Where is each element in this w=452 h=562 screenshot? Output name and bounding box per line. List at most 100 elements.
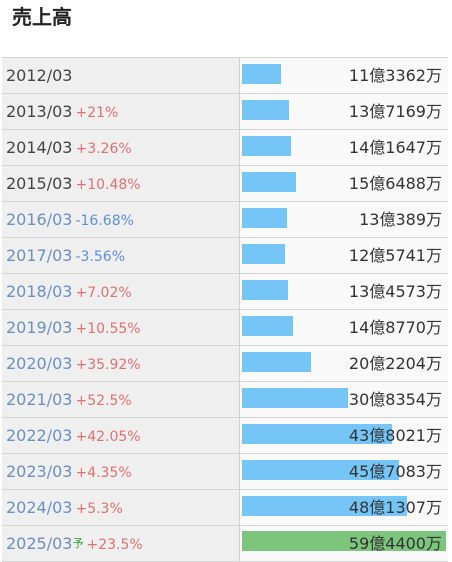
year-cell: 2024/03 +5.3% [2, 490, 240, 525]
change-percent: -3.56% [75, 249, 125, 265]
sales-value: 20億2204万 [348, 354, 442, 373]
year-cell: 2020/03 +35.92% [2, 346, 240, 381]
change-percent: +10.55% [75, 321, 141, 337]
value-bar [242, 100, 289, 120]
value-bar [242, 280, 288, 300]
year-cell: 2013/03 +21% [2, 94, 240, 129]
change-percent: -16.68% [75, 213, 134, 229]
forecast-bar [242, 531, 446, 551]
value-bar [242, 352, 311, 372]
value-bar [242, 460, 399, 480]
table-row: 2012/03 11億3362万 [2, 58, 448, 94]
fiscal-year-label[interactable]: 2020/03 [6, 354, 73, 373]
year-cell: 2022/03 +42.05% [2, 418, 240, 453]
change-percent: +42.05% [75, 429, 141, 445]
table-row: 2016/03 -16.68% 13億389万 [2, 202, 448, 238]
table-row: 2020/03 +35.92% 20億2204万 [2, 346, 448, 382]
sales-value: 12億5741万 [348, 246, 442, 265]
value-cell: 13億7169万 [240, 94, 448, 129]
value-cell: 20億2204万 [240, 346, 448, 381]
page-title: 売上高 [12, 5, 72, 29]
table-row: 2025/03予 +23.5% 59億4400万 [2, 526, 448, 562]
sales-value: 48億1307万 [348, 498, 442, 517]
forecast-mark: 予 [72, 537, 84, 550]
change-percent: +7.02% [75, 285, 132, 301]
sales-table: 2012/03 11億3362万 2013/03 +21% 13億7169万 2014/0… [2, 57, 448, 562]
sales-value: 11億3362万 [348, 66, 442, 85]
value-bar [242, 316, 293, 336]
value-cell: 48億1307万 [240, 490, 448, 525]
value-cell: 43億8021万 [240, 418, 448, 453]
sales-value: 43億8021万 [348, 426, 442, 445]
value-bar [242, 208, 287, 228]
fiscal-year-label: 2012/03 [6, 66, 73, 85]
year-cell: 2012/03 [2, 58, 240, 93]
value-cell: 11億3362万 [240, 58, 448, 93]
value-cell: 45億7083万 [240, 454, 448, 489]
fiscal-year-label[interactable]: 2025/03 [6, 534, 73, 553]
sales-value: 14億1647万 [348, 138, 442, 157]
fiscal-year-label[interactable]: 2024/03 [6, 498, 73, 517]
fiscal-year-label: 2013/03 [6, 102, 73, 121]
sales-value: 30億8354万 [348, 390, 442, 409]
change-percent: +23.5% [86, 537, 143, 553]
table-row: 2017/03 -3.56% 12億5741万 [2, 238, 448, 274]
value-bar [242, 424, 392, 444]
table-row: 2024/03 +5.3% 48億1307万 [2, 490, 448, 526]
sales-value: 15億6488万 [348, 174, 442, 193]
year-cell: 2025/03予 +23.5% [2, 526, 240, 561]
fiscal-year-label[interactable]: 2019/03 [6, 318, 73, 337]
change-percent: +5.3% [75, 501, 123, 517]
change-percent: +4.35% [75, 465, 132, 481]
table-row: 2014/03 +3.26% 14億1647万 [2, 130, 448, 166]
change-percent: +21% [75, 105, 119, 121]
change-percent: +10.48% [75, 177, 141, 193]
year-cell: 2014/03 +3.26% [2, 130, 240, 165]
sales-value: 45億7083万 [348, 462, 442, 481]
fiscal-year-label: 2015/03 [6, 174, 73, 193]
change-percent: +35.92% [75, 357, 141, 373]
fiscal-year-label: 2014/03 [6, 138, 73, 157]
sales-value: 14億8770万 [348, 318, 442, 337]
table-row: 2015/03 +10.48% 15億6488万 [2, 166, 448, 202]
change-percent: +3.26% [75, 141, 132, 157]
year-cell: 2015/03 +10.48% [2, 166, 240, 201]
year-cell: 2018/03 +7.02% [2, 274, 240, 309]
fiscal-year-label[interactable]: 2023/03 [6, 462, 73, 481]
table-row: 2021/03 +52.5% 30億8354万 [2, 382, 448, 418]
value-bar [242, 244, 285, 264]
table-row: 2022/03 +42.05% 43億8021万 [2, 418, 448, 454]
value-bar [242, 496, 407, 516]
value-cell: 14億8770万 [240, 310, 448, 345]
value-cell: 59億4400万 [240, 526, 448, 561]
value-bar [242, 388, 348, 408]
fiscal-year-label[interactable]: 2017/03 [6, 246, 73, 265]
value-cell: 30億8354万 [240, 382, 448, 417]
value-cell: 15億6488万 [240, 166, 448, 201]
table-row: 2013/03 +21% 13億7169万 [2, 94, 448, 130]
sales-value: 13億389万 [359, 210, 442, 229]
fiscal-year-label[interactable]: 2021/03 [6, 390, 73, 409]
value-cell: 12億5741万 [240, 238, 448, 273]
table-row: 2023/03 +4.35% 45億7083万 [2, 454, 448, 490]
fiscal-year-label[interactable]: 2016/03 [6, 210, 73, 229]
fiscal-year-label[interactable]: 2018/03 [6, 282, 73, 301]
sales-value: 13億4573万 [348, 282, 442, 301]
sales-value: 13億7169万 [348, 102, 442, 121]
year-cell: 2023/03 +4.35% [2, 454, 240, 489]
table-row: 2019/03 +10.55% 14億8770万 [2, 310, 448, 346]
year-cell: 2021/03 +52.5% [2, 382, 240, 417]
fiscal-year-label[interactable]: 2022/03 [6, 426, 73, 445]
year-cell: 2019/03 +10.55% [2, 310, 240, 345]
value-bar [242, 136, 291, 156]
value-cell: 13億389万 [240, 202, 448, 237]
year-cell: 2016/03 -16.68% [2, 202, 240, 237]
value-cell: 13億4573万 [240, 274, 448, 309]
year-cell: 2017/03 -3.56% [2, 238, 240, 273]
change-percent: +52.5% [75, 393, 132, 409]
value-cell: 14億1647万 [240, 130, 448, 165]
sales-value: 59億4400万 [348, 534, 442, 553]
value-bar [242, 64, 281, 84]
value-bar [242, 172, 296, 192]
table-row: 2018/03 +7.02% 13億4573万 [2, 274, 448, 310]
